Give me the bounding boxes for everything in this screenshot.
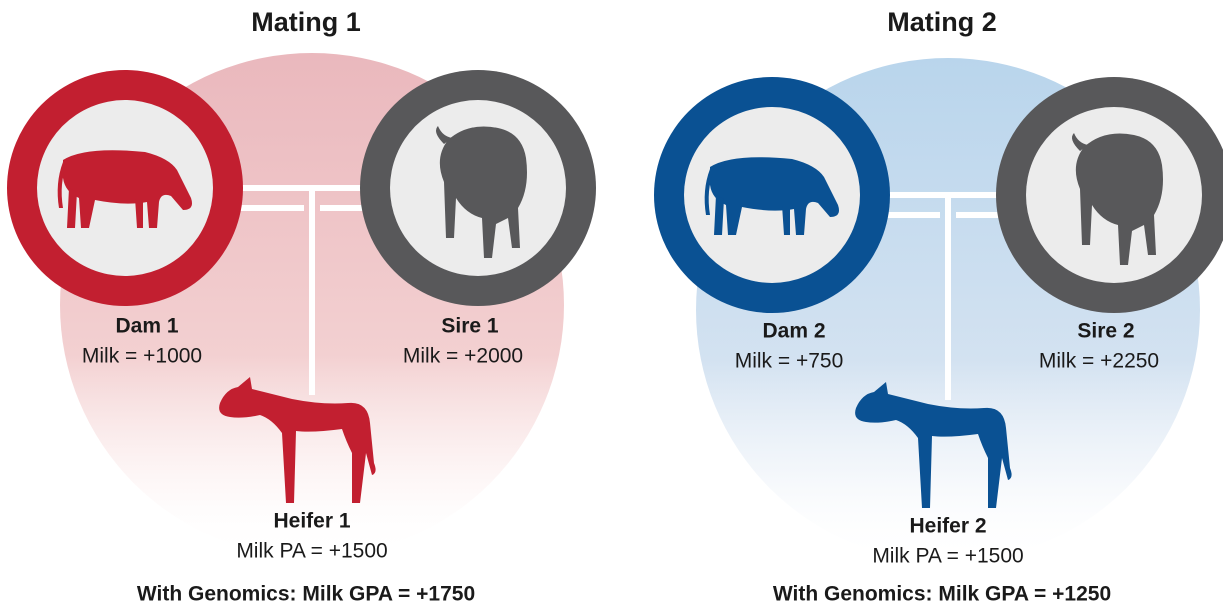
heifer-name: Heifer 2 bbox=[909, 515, 986, 538]
genomics-note: With Genomics: Milk GPA = +1250 bbox=[773, 583, 1111, 606]
genomics-note: With Genomics: Milk GPA = +1750 bbox=[137, 583, 475, 606]
mating-title: Mating 1 bbox=[251, 7, 361, 37]
mating-panel: Mating 2 Dam 2 Milk = +750 Sire 2 Milk = +22… bbox=[654, 7, 1223, 605]
dam-name: Dam 1 bbox=[115, 315, 178, 338]
heifer-trait: Milk PA = +1500 bbox=[236, 540, 387, 563]
heifer-name: Heifer 1 bbox=[273, 510, 350, 533]
heifer-trait: Milk PA = +1500 bbox=[872, 545, 1023, 568]
sire-trait: Milk = +2250 bbox=[1039, 350, 1159, 373]
dam-name: Dam 2 bbox=[762, 320, 825, 343]
mating-panel: Mating 1 Dam 1 Milk = +1000 Sire 1 Milk = +2… bbox=[7, 7, 596, 605]
sire-name: Sire 2 bbox=[1077, 320, 1134, 343]
sire-trait: Milk = +2000 bbox=[403, 345, 523, 368]
sire-name: Sire 1 bbox=[441, 315, 499, 338]
diagram: Mating 1 Dam 1 Milk = +1000 Sire 1 Milk = +2… bbox=[0, 0, 1223, 610]
dam-trait: Milk = +1000 bbox=[82, 345, 202, 368]
mating-title: Mating 2 bbox=[887, 7, 997, 37]
dam-trait: Milk = +750 bbox=[735, 350, 844, 373]
